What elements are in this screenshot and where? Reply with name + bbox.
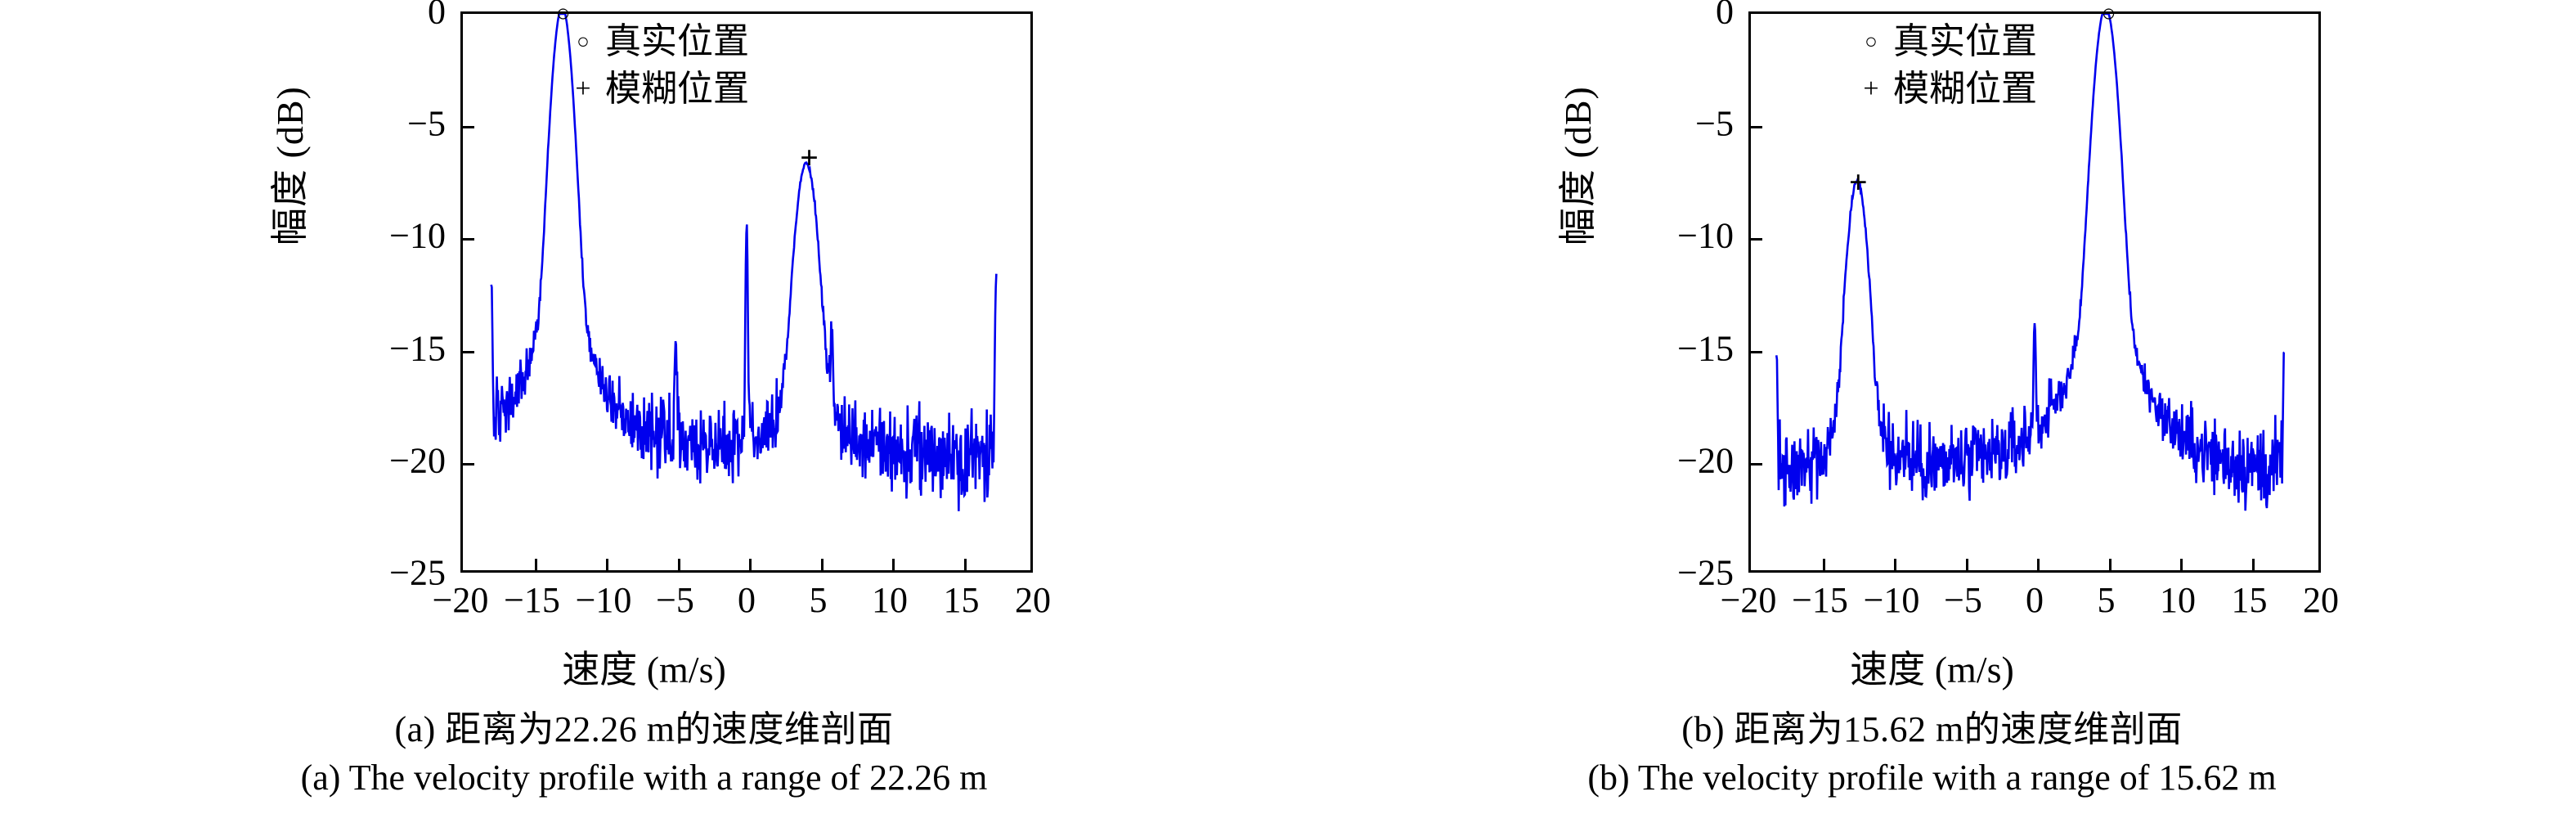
circle-marker-icon: ○ [577,29,590,54]
ambiguous-position-marker: + [1848,163,1868,200]
y-tick-mark [463,238,474,241]
x-tick-mark [1894,559,1896,570]
legend-label-ambiguous-position: 模糊位置 [1893,69,2037,110]
x-tick-label: 5 [2097,580,2116,620]
x-tick-mark [2108,559,2112,570]
x-tick-label: 15 [2231,580,2268,620]
y-tick-label: 0 [428,0,446,32]
x-tick-mark [820,559,824,570]
x-tick-mark [1965,559,1968,570]
x-tick-label: 10 [872,580,908,620]
x-tick-labels-a: −20 −15 −10 −5 0 5 10 15 20 [0,573,1288,630]
legend-a: ○ 真实位置 + 模糊位置 [572,18,749,113]
x-tick-mark [1822,559,1825,570]
y-tick-label: −15 [389,328,446,369]
axes-frame-a: ○ + [460,2,1033,573]
axes-frame-b: ○ + [1748,2,2321,573]
caption-english-b: (b) The velocity profile with a range of… [1587,758,2277,798]
x-tick-mark [749,559,752,570]
panel-b: 幅度 (dB) 0 −5 −10 −15 −20 −25 ○ + −20 −15 −10 −5 0 5… [1288,0,2576,823]
y-tick-mark [463,350,474,353]
x-tick-label: −5 [1944,580,1982,620]
y-tick-label: −20 [389,440,446,481]
y-axis-label-a: 幅度 (dB) [269,86,311,245]
circle-marker-icon: ○ [1865,29,1878,54]
legend-label-true-position: 真实位置 [605,21,749,62]
y-tick-label: −10 [389,215,446,256]
plus-marker-icon: + [575,74,591,105]
velocity-profile-trace-b [1751,14,2318,570]
y-tick-mark [1751,126,1762,129]
y-tick-label: −5 [1695,103,1734,144]
panel-a: 幅度 (dB) 0 −5 −10 −15 −20 −25 ○ + −20 −15 −10 −5 0 5… [0,0,1288,798]
x-tick-label: −15 [1792,580,1848,620]
legend-item-true-position-a: ○ 真实位置 [572,18,749,65]
y-tick-mark [463,462,474,465]
velocity-profile-trace-a [463,14,1030,570]
x-tick-mark [606,559,608,570]
y-tick-label: −15 [1677,328,1734,369]
x-tick-mark [677,559,680,570]
caption-chinese-b: (b) 距离为15.62 m的速度维剖面 [1681,709,2183,749]
x-tick-label: 5 [809,580,828,620]
x-tick-mark [534,559,537,570]
series-velocity-profile [491,14,997,511]
caption-chinese-a: (a) 距离为22.26 m的速度维剖面 [394,709,894,749]
y-tick-mark [1751,462,1762,465]
caption-block-b: (b) 距离为15.62 m的速度维剖面 (b) The velocity pr… [1288,699,2576,798]
y-tick-label: −10 [1677,215,1734,256]
y-tick-label: −5 [407,103,446,144]
true-position-marker: ○ [555,0,571,27]
plus-marker-icon: + [1863,74,1879,105]
y-tick-labels-a: 0 −5 −10 −15 −20 −25 [343,0,446,593]
legend-label-true-position: 真实位置 [1893,21,2037,62]
y-axis-label-b: 幅度 (dB) [1557,86,1599,245]
x-tick-label: −20 [1720,580,1777,620]
plot-b: 幅度 (dB) 0 −5 −10 −15 −20 −25 ○ + −20 −15 −10 −5 0 5… [1288,0,2576,690]
x-tick-label: 10 [2160,580,2196,620]
x-tick-label: −10 [575,580,632,620]
x-tick-label: 0 [2026,580,2044,620]
x-tick-label: 20 [1015,580,1051,620]
legend-item-ambiguous-position-b: + 模糊位置 [1860,65,2037,113]
true-position-marker: ○ [2101,0,2116,27]
plot-a: 幅度 (dB) 0 −5 −10 −15 −20 −25 ○ + −20 −15 −10 −5 0 5… [0,0,1288,690]
series-velocity-profile [1776,14,2284,510]
legend-label-ambiguous-position: 模糊位置 [605,69,749,110]
y-tick-label: 0 [1716,0,1734,32]
x-tick-mark [2180,559,2183,570]
y-tick-label: −25 [1677,552,1734,593]
caption-english-a: (a) The velocity profile with a range of… [300,758,988,798]
legend-item-ambiguous-position-a: + 模糊位置 [572,65,749,113]
x-tick-label: 0 [738,580,756,620]
ambiguous-position-marker: + [800,138,819,176]
caption-block-a: (a) 距离为22.26 m的速度维剖面 (a) The velocity pr… [0,699,1288,798]
x-tick-label: 15 [943,580,980,620]
y-tick-label: −20 [1677,440,1734,481]
x-tick-label: −15 [504,580,560,620]
x-axis-label-b: 速度 (m/s) [1850,649,2014,690]
legend-item-true-position-b: ○ 真实位置 [1860,18,2037,65]
x-tick-label: −5 [656,580,694,620]
x-tick-mark [892,559,895,570]
x-tick-label: −20 [432,580,489,620]
x-tick-label: −10 [1863,580,1920,620]
y-tick-mark [1751,238,1762,241]
legend-b: ○ 真实位置 + 模糊位置 [1860,18,2037,113]
y-tick-mark [463,126,474,129]
x-tick-labels-b: −20 −15 −10 −5 0 5 10 15 20 [1288,573,2576,630]
x-tick-mark [2037,559,2040,570]
x-tick-mark [2251,559,2255,570]
x-tick-label: 20 [2303,580,2339,620]
y-tick-label: −25 [389,552,446,593]
x-tick-mark [963,559,967,570]
y-tick-labels-b: 0 −5 −10 −15 −20 −25 [1631,0,1734,593]
y-tick-mark [1751,350,1762,353]
x-axis-label-a: 速度 (m/s) [562,649,726,690]
